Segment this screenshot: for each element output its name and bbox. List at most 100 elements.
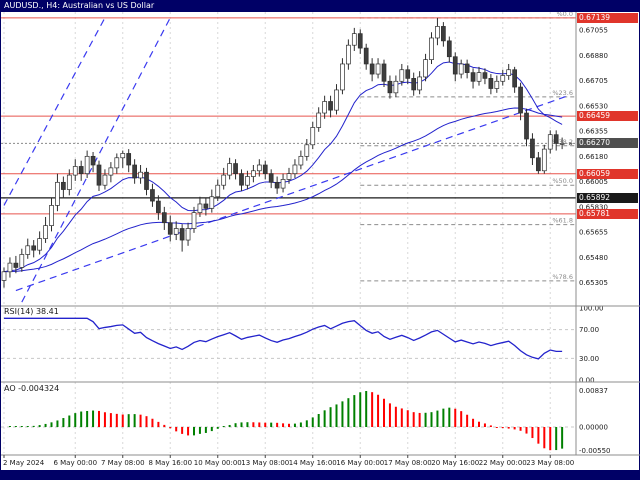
candle-bull [25,245,31,255]
candle-bear [156,200,161,213]
ao-axis-label: 0.00000 [579,424,608,432]
price-axis-label[interactable]: 0.66180 [579,153,608,161]
price-axis-label[interactable]: 0.65480 [579,254,608,262]
candle-bull [280,179,286,189]
candle-bull [506,69,512,76]
trendline[interactable] [15,95,569,292]
candle-bull [49,205,54,226]
price-plot[interactable]: %0.0 %23.6 %38.2 %50.0 %61.8 %78.6 [1,10,576,303]
candle-bull [316,112,322,128]
time-axis-label[interactable]: 8 May 16:00 [148,459,192,467]
price-axis-label[interactable]: 0.65655 [579,229,608,237]
candle-bear [411,78,417,91]
candle-bear [268,173,274,183]
candle-bull [138,171,143,179]
candle-bear [512,69,517,88]
candle-bear [126,153,132,166]
candle-bull [7,262,13,273]
candle-bull [476,72,482,82]
candle-bull [84,155,90,175]
candle-bear [328,101,333,111]
time-axis-label[interactable]: 7 May 08:00 [101,459,145,467]
candle-bear [441,26,446,42]
ao-indicator-label: AO -0.004324 [4,384,60,393]
candle-bear [536,157,541,172]
candle-bear [233,163,238,175]
candle-bear [470,72,476,82]
fib-level-label: %78.6 [552,273,573,281]
fib-level-label: %23.6 [552,89,573,97]
time-axis-label[interactable]: 16 May 00:00 [336,459,384,467]
candle-bull [458,63,464,75]
candle-bull [185,228,191,241]
candle-bear [262,164,268,175]
candle-bear [530,138,535,159]
candle-bear [203,203,209,209]
price-badge: 0.65781 [577,208,638,219]
candle-bull [334,89,339,111]
candle-bull [399,69,405,82]
rsi-axis-label: 70.00 [579,326,599,334]
candle-bear [13,262,19,268]
candle-bull [423,59,428,78]
candle-bull [346,44,351,65]
candle-bull [245,176,250,186]
time-axis-label[interactable]: 14 May 16:00 [289,459,337,467]
candle-bear [452,56,458,75]
candle-bear [161,212,167,224]
candle-bull [340,63,345,91]
time-axis-label[interactable]: 23 May 08:00 [526,459,574,467]
time-axis-label[interactable]: 13 May 08:00 [241,459,289,467]
price-axis-label[interactable]: 0.66880 [579,52,608,60]
candle-bull [322,101,327,114]
candle-bull [215,184,221,198]
candle-bear [446,40,452,58]
candle-bear [518,86,523,114]
time-axis-label[interactable]: 6 May 00:00 [53,459,97,467]
trendline[interactable] [3,17,106,206]
time-axis-label[interactable]: 22 May 00:00 [479,459,527,467]
candle-bull [108,167,114,176]
time-axis-label[interactable]: 17 May 08:00 [384,459,432,467]
candle-bull [547,134,553,150]
candle-bull [55,181,60,206]
rsi-indicator-label: RSI(14) 38.41 [4,307,59,316]
candle-bull [494,80,500,89]
fib-level-label: %61.8 [552,217,573,225]
price-badge: 0.66270 [577,138,638,149]
trendline[interactable] [21,17,171,303]
candle-bull [120,153,126,159]
candle-bull [37,238,42,251]
time-axis-label[interactable]: 20 May 16:00 [431,459,479,467]
price-pointer-icon: » [568,139,573,148]
candle-bear [488,78,494,89]
fib-level-label: %50.0 [552,177,573,185]
candle-bull [351,33,357,46]
candle-bear [239,173,244,186]
candle-bull [310,127,316,146]
candle-bull [435,26,440,39]
candle-bear [274,181,280,189]
candle-bear [167,222,173,235]
price-badge: 0.67139 [577,12,638,23]
candle-bull [417,76,422,91]
price-axis-label[interactable]: 0.66005 [579,178,608,186]
time-axis-label[interactable]: 10 May 00:00 [194,459,242,467]
price-axis-label[interactable]: 0.65305 [579,279,608,287]
candle-bull [114,157,120,169]
moving-average-line [3,107,563,273]
candle-bear [363,47,369,65]
candle-bull [72,166,78,176]
candle-bull [227,163,232,176]
price-axis-label[interactable]: 0.66705 [579,77,608,85]
price-axis-label[interactable]: 0.67055 [579,27,608,35]
candle-bull [559,142,565,145]
price-axis-label[interactable]: 0.66355 [579,128,608,136]
time-axis-label[interactable]: 2 May 2024 [3,459,45,467]
ao-axis-label: 0.00837 [579,387,608,395]
candle-bear [78,166,84,175]
price-axis-label[interactable]: 0.66530 [579,102,608,110]
candle-bull [304,144,310,157]
price-axis-label[interactable]: 0.65830 [579,203,608,211]
